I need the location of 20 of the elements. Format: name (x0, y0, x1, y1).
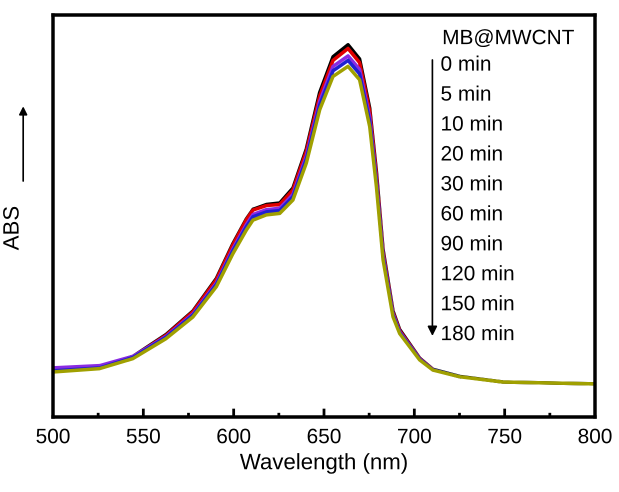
x-tick-label: 800 (578, 428, 612, 444)
x-axis-title: Wavelength (nm) (240, 453, 407, 474)
annotation: 20 min (442, 145, 502, 161)
annotation: 10 min (442, 115, 502, 131)
x-tick-label: 750 (488, 428, 522, 444)
annotation: 60 min (442, 205, 502, 221)
x-tick-label: 600 (217, 428, 250, 444)
x-tick-label: 650 (308, 428, 341, 444)
annotation: 90 min (442, 235, 502, 251)
annotation: 30 min (441, 175, 502, 191)
annotation: MB@MWCNT (444, 29, 574, 48)
x-tick-label: 550 (126, 428, 160, 444)
y-axis-title: ABS (3, 206, 19, 250)
x-tick-label: 500 (36, 428, 70, 444)
annotation: 120 min (442, 265, 514, 280)
annotation: 180 min (442, 325, 514, 340)
annotation: 0 min (441, 56, 490, 71)
x-tick-label: 700 (398, 428, 431, 444)
annotation: 5 min (441, 85, 490, 101)
annotation: 150 min (442, 295, 514, 310)
